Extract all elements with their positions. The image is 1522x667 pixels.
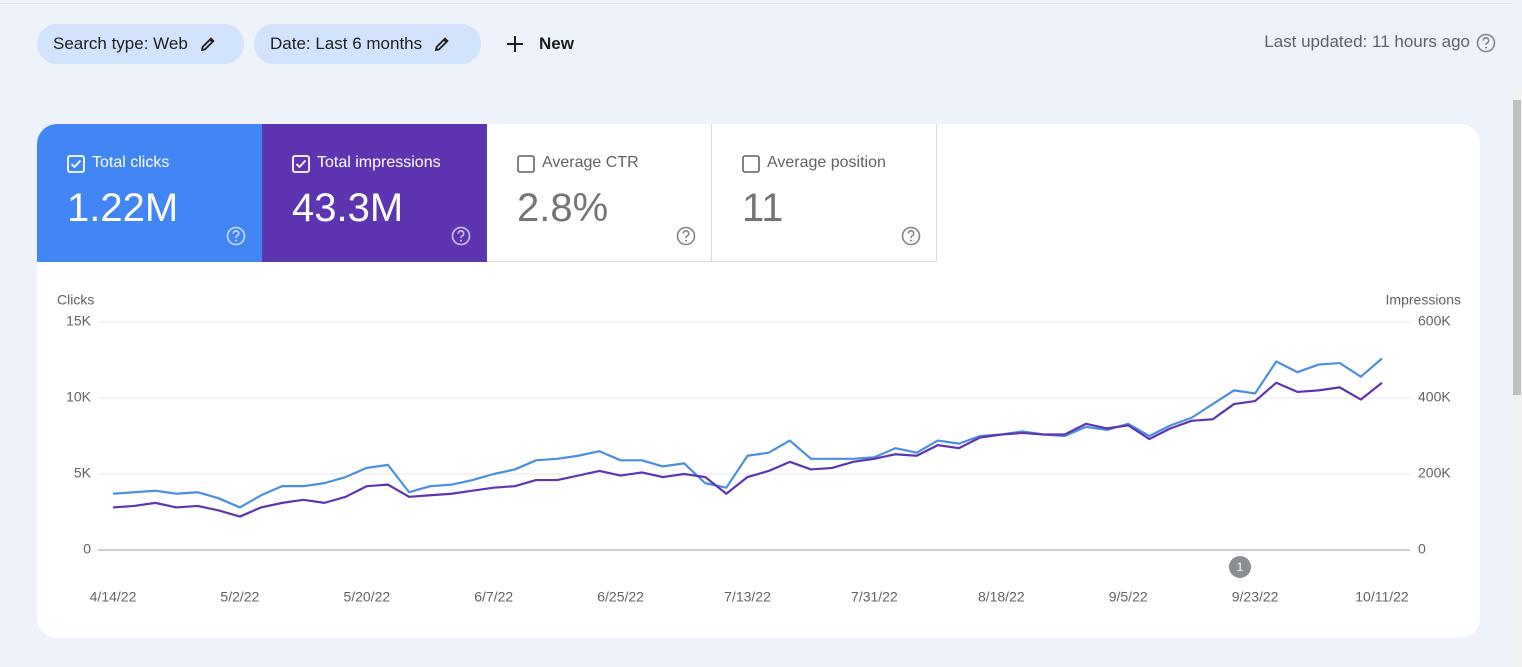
metric-label: Average position [767,154,886,171]
metric-value: 1.22M [67,186,179,230]
x-tick-label: 7/31/22 [851,589,898,605]
metric-label: Average CTR [542,154,639,171]
y-tick-label: 0 [83,541,91,557]
y-tick-label: 5K [74,465,92,481]
checkbox[interactable] [742,155,760,178]
series-line [112,357,1383,509]
x-tick-label: 6/7/22 [474,589,513,605]
y2-tick-label: 400K [1418,389,1451,405]
new-label: New [539,34,574,53]
help-icon[interactable] [1476,33,1496,53]
checkbox[interactable] [517,155,535,178]
metric-value: 43.3M [292,186,404,230]
plus-icon [507,36,523,52]
series-line [112,381,1383,518]
x-tick-label: 9/23/22 [1232,589,1279,605]
metric-tile[interactable]: Total impressions 43.3M [262,124,487,262]
y2-axis-title: Impressions [1386,292,1461,308]
x-tick-label: 5/20/22 [343,589,390,605]
help-icon[interactable] [226,226,246,251]
metric-tile[interactable]: Average CTR 2.8% [487,124,712,262]
y2-tick-label: 0 [1418,541,1426,557]
x-tick-label: 5/2/22 [220,589,259,605]
help-icon[interactable] [676,226,696,251]
x-tick-label: 10/11/22 [1355,589,1409,605]
x-tick-label: 7/13/22 [724,589,771,605]
metric-value: 2.8% [517,186,609,230]
annotation-label: 1 [1237,560,1244,574]
filter-chip[interactable]: Search type: Web [37,24,244,64]
new-button[interactable]: New [505,24,574,64]
filter-chip[interactable]: Date: Last 6 months [254,24,481,64]
metric-tile[interactable]: Average position 11 [712,124,937,262]
help-icon[interactable] [901,226,921,251]
x-tick-label: 4/14/22 [90,589,137,605]
metric-tile[interactable]: Total clicks 1.22M [37,124,262,262]
y-tick-label: 15K [66,313,92,329]
edit-icon [200,37,215,52]
last-updated: Last updated: 11 hours ago [1264,32,1470,51]
x-tick-label: 9/5/22 [1109,589,1148,605]
metric-label: Total impressions [317,154,441,171]
annotation-marker [1229,556,1251,578]
help-icon[interactable] [451,226,471,251]
chip-label: Search type: Web [53,34,188,53]
x-tick-label: 6/25/22 [597,589,644,605]
chip-label: Date: Last 6 months [270,34,423,53]
scroll-thumb[interactable] [1513,100,1521,395]
metric-value: 11 [742,186,784,230]
x-tick-label: 8/18/22 [978,589,1025,605]
y2-tick-label: 200K [1418,465,1451,481]
metric-label: Total clicks [92,154,170,171]
divider [0,3,1512,4]
performance-card: Total clicks 1.22M Total impressions 43.… [37,124,1480,638]
edit-icon [434,37,449,52]
checkbox[interactable] [292,155,310,178]
y2-tick-label: 600K [1418,313,1451,329]
y-tick-label: 10K [66,389,92,405]
checkbox[interactable] [67,155,85,178]
y-axis-title: Clicks [57,292,94,308]
